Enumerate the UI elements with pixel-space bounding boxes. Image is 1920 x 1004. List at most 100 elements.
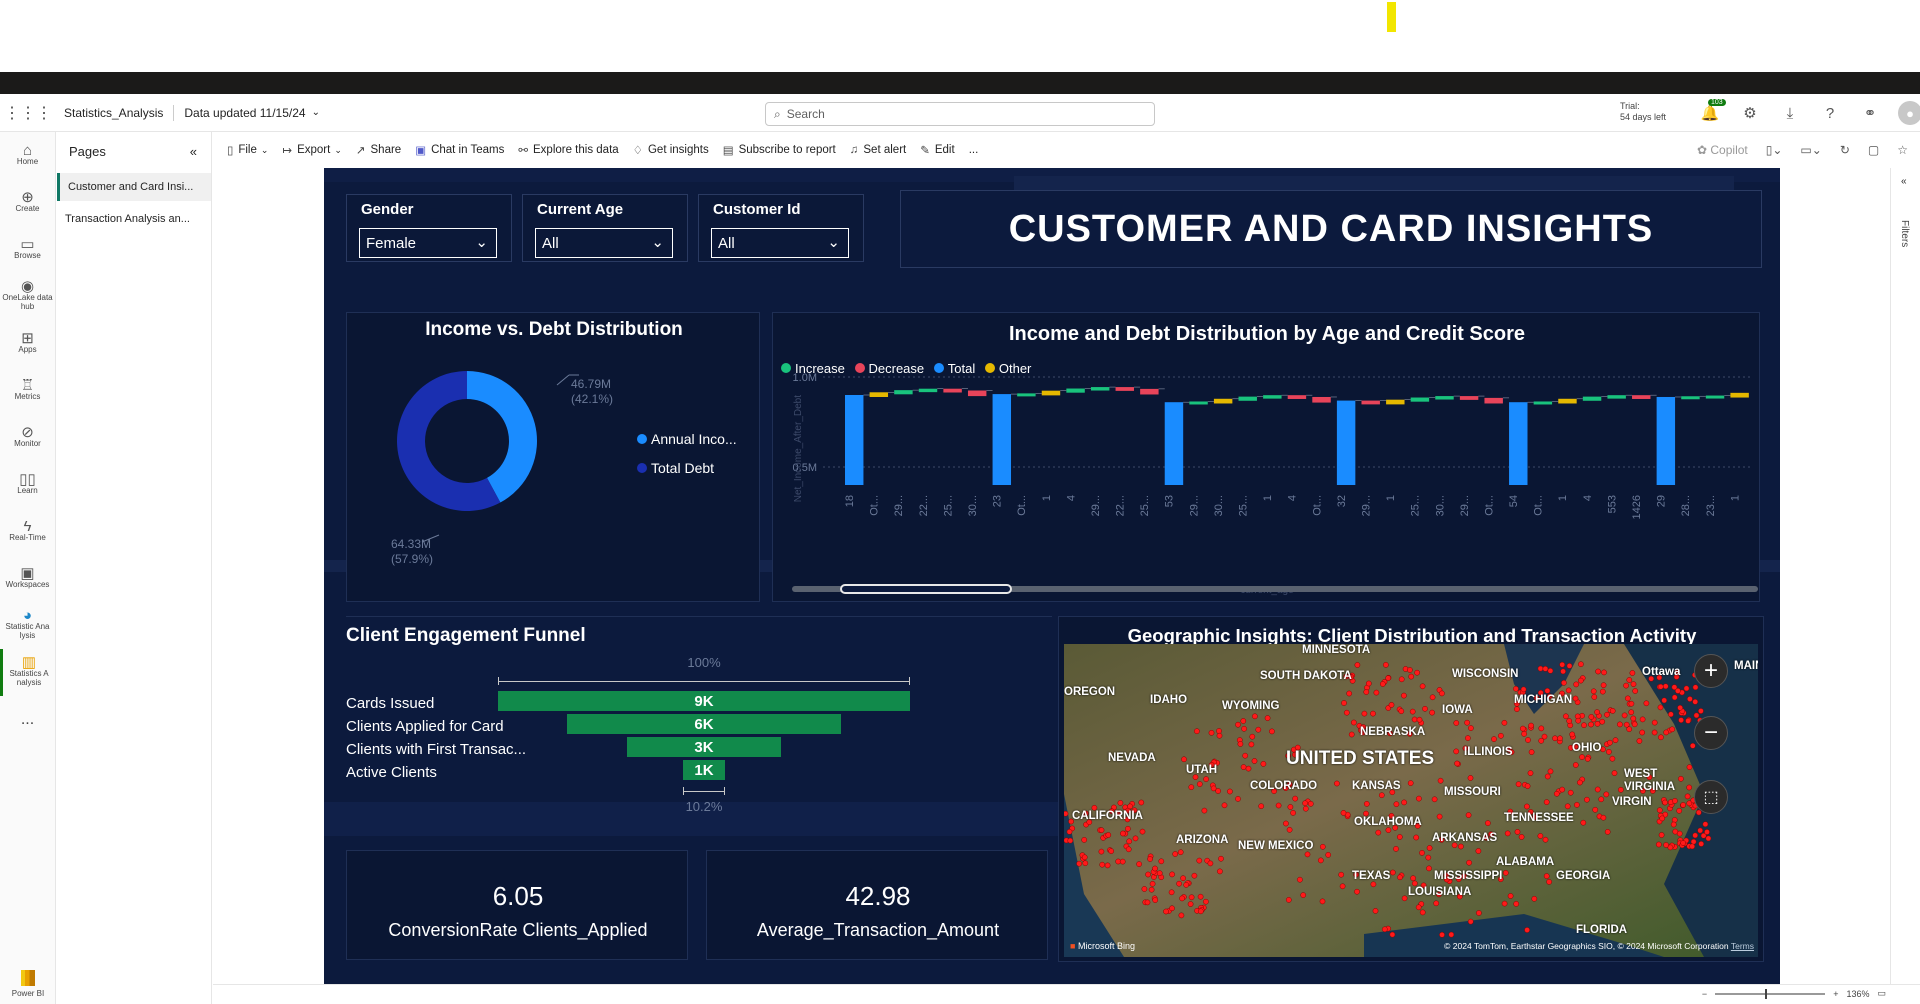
client-location-dot — [1393, 846, 1399, 852]
gender-dropdown[interactable]: Female ⌄ — [359, 228, 497, 258]
workspace-avatar-icon: ◕ — [22, 607, 33, 624]
nav-workspaces[interactable]: ▣ Workspaces — [0, 555, 55, 602]
download-icon[interactable]: ⤓ — [1786, 104, 1794, 122]
legend-item-income[interactable]: Annual Inco... — [637, 431, 737, 447]
nav-statistics-report[interactable]: ▥ Statistics A nalysis — [0, 649, 55, 696]
funnel-bar[interactable]: 6K — [567, 714, 841, 734]
fit-page-icon[interactable]: ▭ — [1877, 988, 1886, 998]
kpi-card-avg-transaction[interactable]: 42.98 Average_Transaction_Amount — [706, 850, 1048, 960]
nav-monitor[interactable]: ⊘ Monitor — [0, 414, 55, 461]
refresh-icon[interactable]: ↻ — [1839, 143, 1850, 157]
zoom-thumb[interactable] — [1765, 988, 1768, 999]
nav-learn[interactable]: ▯▯ Learn — [0, 461, 55, 508]
file-menu[interactable]: ▯ File ⌄ — [227, 143, 268, 157]
horizontal-scrollbar[interactable] — [792, 584, 1758, 594]
set-alert-button[interactable]: ♫ Set alert — [850, 144, 906, 156]
funnel-row[interactable]: Clients Applied for Card 6K — [346, 714, 1046, 740]
funnel-bar[interactable]: 1K — [682, 760, 725, 780]
nav-apps[interactable]: ⊞ Apps — [0, 320, 55, 367]
us-map[interactable]: MINNESOTA SOUTH DAKOTA WISCONSIN Ottawa … — [1064, 644, 1758, 957]
client-location-dot — [1408, 673, 1415, 680]
client-location-dot — [1546, 879, 1552, 885]
help-icon[interactable]: ? — [1825, 104, 1835, 122]
filters-pane[interactable]: « Filters — [1890, 168, 1920, 984]
funnel-card[interactable]: Client Engagement Funnel 100% Cards Issue… — [346, 616, 1052, 848]
view-icon[interactable]: ▭⌄ — [1800, 143, 1822, 157]
map-label: IOWA — [1442, 704, 1473, 716]
donut-chart-card[interactable]: Income vs. Debt Distribution 46.79M (42.1… — [346, 312, 760, 602]
terms-link[interactable]: Terms — [1730, 941, 1754, 951]
chat-in-teams-button[interactable]: ▣ Chat in Teams — [415, 143, 504, 157]
customer-id-dropdown[interactable]: All ⌄ — [711, 228, 849, 258]
nav-onelake[interactable]: ◉ OneLake data hub — [0, 273, 55, 320]
explore-data-button[interactable]: ⚯ Explore this data — [518, 143, 618, 157]
waterfall-chart-card[interactable]: Income and Debt Distribution by Age and … — [772, 312, 1760, 602]
notifications-icon[interactable]: 🔔 103 — [1690, 98, 1730, 128]
app-launcher-icon[interactable]: ⋮⋮⋮ — [4, 104, 52, 122]
share-button[interactable]: ↗ Share — [356, 143, 401, 157]
client-location-dot — [1662, 799, 1668, 806]
get-insights-button[interactable]: ♢ Get insights — [633, 143, 709, 157]
search-input[interactable]: ⌕ Search — [765, 102, 1155, 126]
client-location-dot — [1676, 807, 1683, 814]
client-location-dot — [1594, 720, 1601, 727]
chevron-down-icon[interactable]: ⌄ — [311, 107, 320, 118]
edit-button[interactable]: ✎ Edit — [920, 143, 954, 157]
power-bi-brand[interactable]: Power BI — [0, 970, 56, 998]
nav-create[interactable]: ⊕ Create — [0, 179, 55, 226]
nav-more[interactable]: ... — [0, 696, 55, 743]
zoom-in-button[interactable]: + — [1694, 654, 1728, 688]
subscribe-button[interactable]: ▤ Subscribe to report — [723, 143, 836, 157]
avatar[interactable]: ● — [1890, 98, 1920, 128]
client-location-dot — [1187, 901, 1194, 907]
funnel-row[interactable]: Clients with First Transac... 3K — [346, 737, 1046, 763]
nav-label: Create — [15, 203, 40, 213]
client-location-dot — [1132, 835, 1139, 842]
page-tab-transaction[interactable]: Transaction Analysis an... — [65, 213, 190, 225]
export-menu[interactable]: ↦ Export ⌄ — [282, 143, 341, 157]
nav-statistic-analysis[interactable]: ◕ Statistic Ana lysis — [0, 602, 55, 649]
client-location-dot — [1565, 687, 1572, 694]
funnel-row[interactable]: Cards Issued 9K — [346, 691, 1046, 717]
zoom-out-icon[interactable]: − — [1701, 988, 1708, 999]
collapse-icon[interactable]: « — [189, 144, 197, 159]
client-location-dot — [1502, 870, 1509, 876]
map-label: COLORADO — [1250, 780, 1318, 792]
waterfall-bar — [918, 388, 938, 393]
zoom-out-button[interactable]: − — [1694, 716, 1728, 750]
x-tick-label: 25... — [942, 495, 954, 516]
map-label: OHIO — [1572, 742, 1602, 754]
x-tick-label: 29... — [1360, 495, 1372, 516]
scrollbar-thumb[interactable] — [840, 584, 1012, 594]
zoom-in-icon[interactable]: + — [1833, 988, 1839, 999]
share-link-icon[interactable]: ⚭ — [1863, 105, 1877, 122]
client-location-dot — [1125, 825, 1131, 832]
nav-realtime[interactable]: ϟ Real-Time — [0, 508, 55, 555]
current-age-dropdown[interactable]: All ⌄ — [535, 228, 673, 258]
settings-gear-icon[interactable]: ⚙ — [1743, 105, 1757, 122]
page-tab-customer-card[interactable]: Customer and Card Insi... — [57, 173, 211, 201]
data-updated-label[interactable]: Data updated 11/15/24 — [184, 105, 306, 120]
comment-icon[interactable]: ▢ — [1867, 143, 1880, 157]
client-location-dot — [1704, 829, 1710, 835]
funnel-bar[interactable]: 9K — [498, 691, 910, 711]
zoom-slider[interactable] — [1715, 988, 1826, 999]
client-location-dot — [1609, 708, 1616, 714]
client-location-dot — [1180, 875, 1186, 882]
copilot-button[interactable]: ✿ Copilot — [1697, 143, 1748, 157]
more-options-button[interactable]: ... — [969, 144, 979, 156]
workspace-name[interactable]: Statistics_Analysis — [64, 105, 164, 120]
client-location-dot — [1603, 791, 1610, 798]
bookmark-icon[interactable]: ▯⌄ — [1765, 143, 1783, 157]
favorite-icon[interactable]: ☆ — [1897, 143, 1908, 157]
funnel-row[interactable]: Active Clients 1K — [346, 760, 1046, 786]
client-location-dot — [1651, 719, 1658, 726]
nav-browse[interactable]: ▭ Browse — [0, 226, 55, 273]
waterfall-bar — [1386, 399, 1405, 405]
nav-home[interactable]: ⌂ Home — [0, 132, 55, 179]
kpi-card-conversion[interactable]: 6.05 ConversionRate Clients_Applied — [346, 850, 688, 960]
select-area-button[interactable]: ⬚ — [1694, 780, 1728, 814]
nav-metrics[interactable]: ♖ Metrics — [0, 367, 55, 414]
legend-item-debt[interactable]: Total Debt — [637, 460, 714, 476]
funnel-bar[interactable]: 3K — [627, 737, 781, 757]
